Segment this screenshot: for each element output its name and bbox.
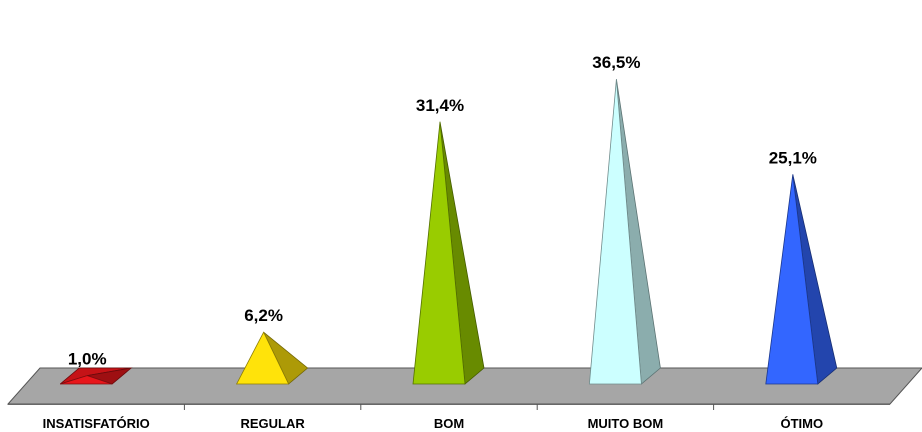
category-tick-label: MUITO BOM: [588, 416, 664, 431]
pyramid-bar: [59, 367, 133, 385]
pyramid-bar: [412, 121, 485, 385]
pyramid-front-face: [235, 331, 290, 385]
pyramid-front-face: [60, 375, 113, 385]
data-labels: 1,0% 6,2% 31,4% 36,5% 25,1%: [68, 53, 817, 368]
pyramid-front-face: [765, 174, 819, 385]
category-tick-label: INSATISFATÓRIO: [43, 416, 150, 431]
data-label: 36,5%: [592, 53, 640, 72]
category-tick-label: REGULAR: [240, 416, 305, 431]
pyramid-front-face: [412, 121, 466, 385]
pyramid-front-face: [588, 79, 642, 385]
pyramid-bar: [235, 331, 309, 385]
category-tick-labels: INSATISFATÓRIO REGULAR BOM MUITO BOM ÓTIMO: [43, 404, 823, 431]
data-label: 6,2%: [244, 306, 283, 325]
data-label: 1,0%: [68, 350, 107, 369]
pyramid-bar: [588, 79, 661, 385]
data-label: 25,1%: [769, 148, 817, 167]
pyramid-bars: [59, 79, 838, 385]
category-tick-label: ÓTIMO: [780, 416, 823, 431]
data-label: 31,4%: [416, 96, 464, 115]
category-tick-label: BOM: [434, 416, 464, 431]
pyramid-bar: [765, 174, 838, 385]
